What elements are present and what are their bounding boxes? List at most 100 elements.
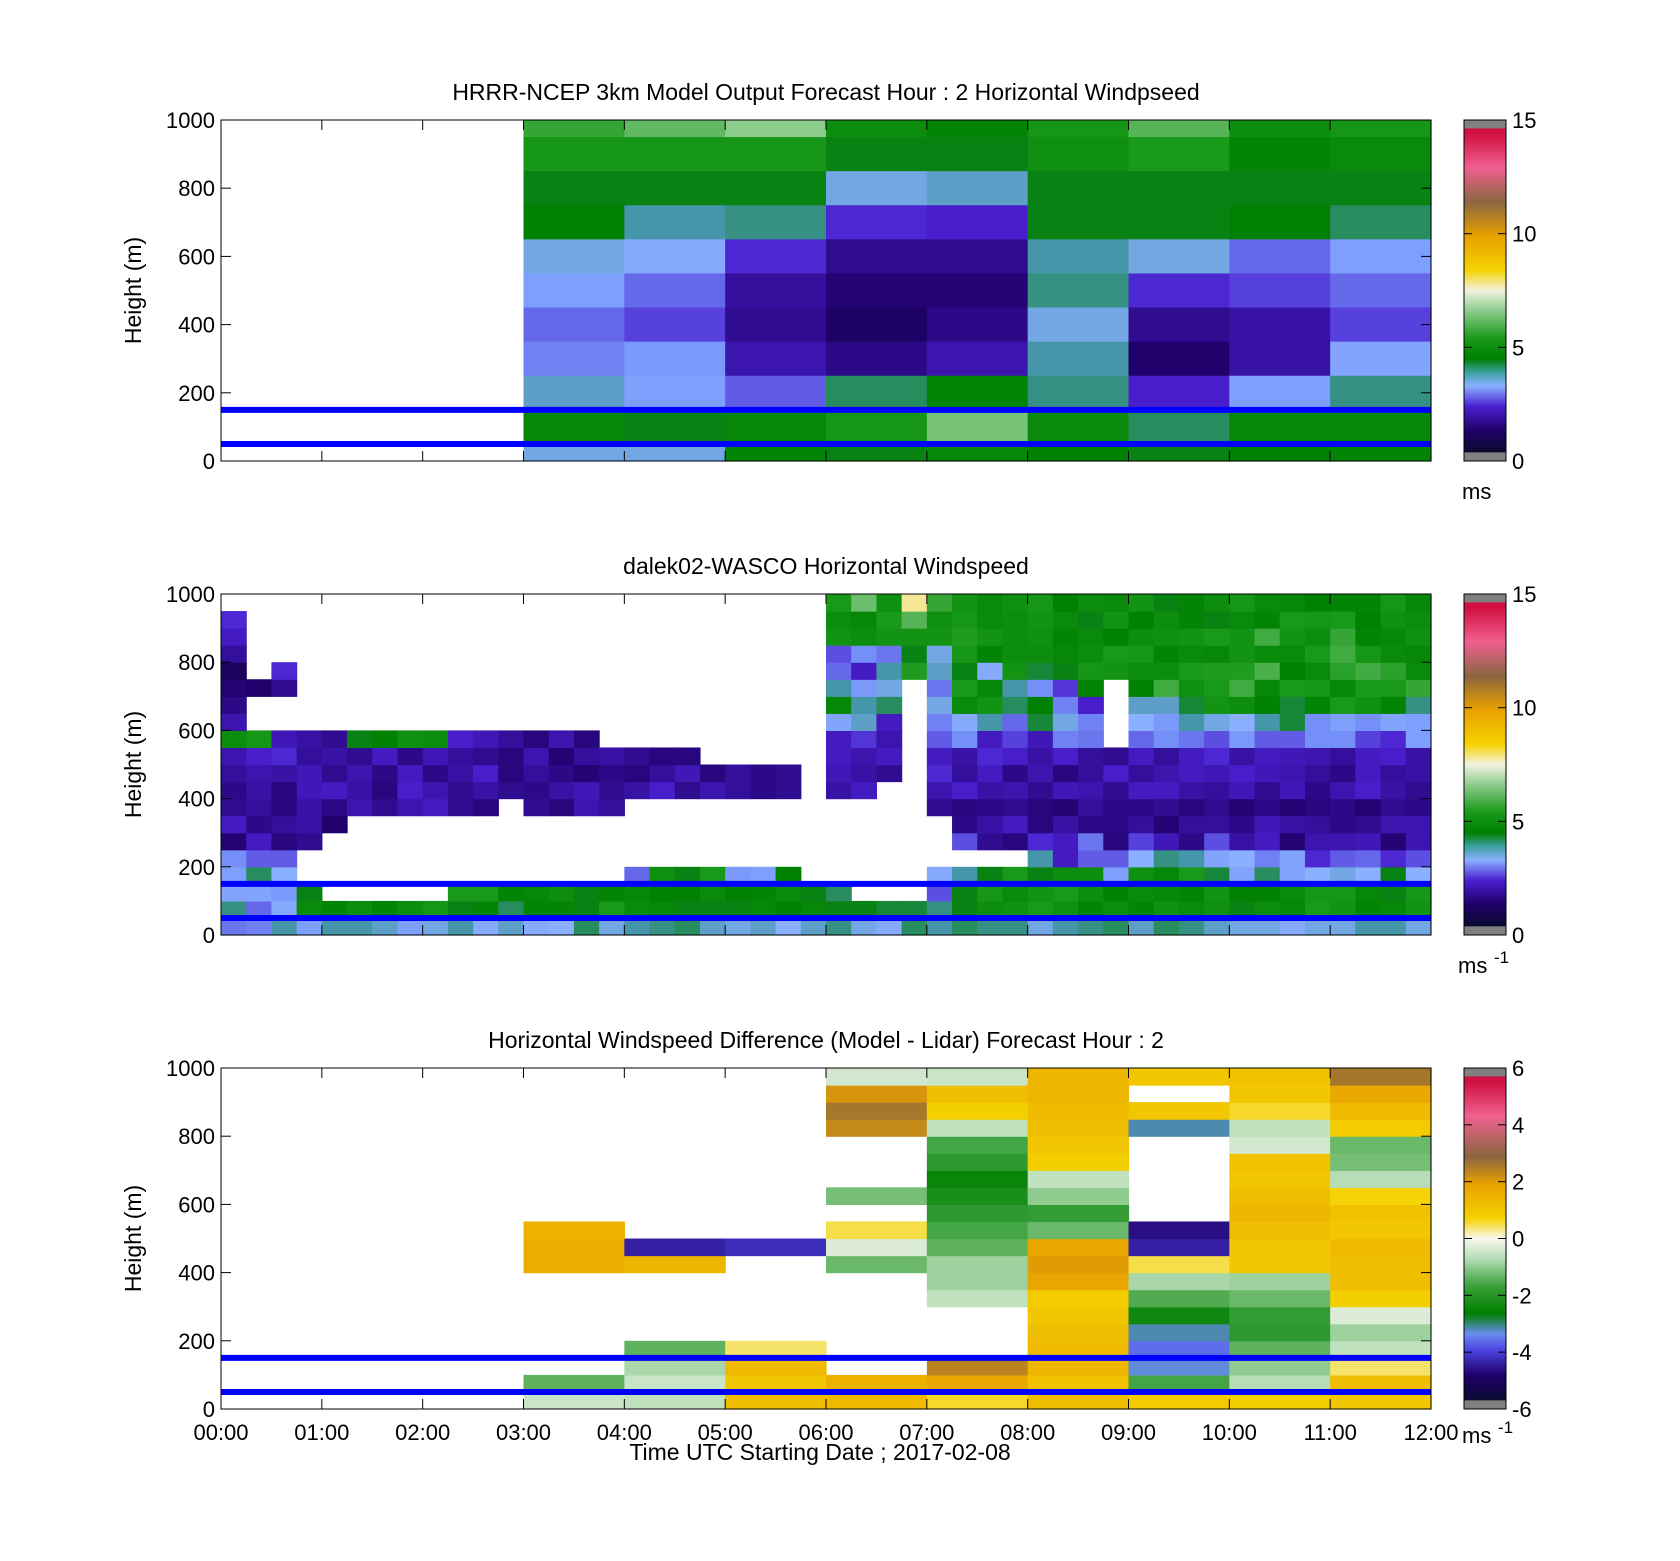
heatmap-cell: [1330, 781, 1356, 800]
heatmap-cell: [826, 645, 852, 663]
heatmap-cell: [1380, 883, 1407, 902]
heatmap-cell: [851, 628, 878, 646]
heatmap-cell: [1229, 1102, 1331, 1120]
heatmap-cell: [926, 375, 1029, 411]
heatmap-cell: [599, 781, 625, 800]
heatmap-cell: [1078, 713, 1104, 731]
heatmap-cell: [624, 443, 726, 462]
heatmap-cell: [725, 764, 751, 783]
colorbar-tick-label: 6: [1512, 1056, 1524, 1081]
heatmap-cell: [1103, 815, 1130, 834]
y-tick-label: 400: [178, 313, 215, 338]
heatmap-cell: [1254, 764, 1281, 783]
colorbar-tick-label: 5: [1512, 335, 1524, 360]
heatmap-cell: [523, 781, 550, 800]
heatmap-cell: [851, 679, 878, 697]
panel-diff: 00:00 01:00 02:00 03:00 04:00 05:00 06:00 07:00…: [120, 1027, 1532, 1448]
heatmap-cell: [1178, 594, 1205, 612]
heatmap-cell: [1405, 594, 1432, 612]
heatmap-cell: [1330, 1340, 1432, 1359]
heatmap-cell: [1229, 1221, 1331, 1240]
heatmap-cell: [1229, 1374, 1331, 1393]
heatmap-cell: [1330, 849, 1356, 868]
heatmap-cell: [1405, 730, 1432, 749]
heatmap-cell: [826, 409, 928, 445]
heatmap-cell: [1380, 798, 1407, 817]
heatmap-cell: [977, 645, 1004, 663]
heatmap-cell: [851, 713, 878, 731]
heatmap-cell: [826, 273, 928, 309]
heatmap-cell: [952, 832, 978, 851]
heatmap-cell: [1229, 1136, 1331, 1154]
heatmap-cell: [1380, 611, 1407, 629]
heatmap-cell: [1178, 747, 1205, 766]
heatmap-cell: [1178, 662, 1205, 680]
heatmap-cell: [1229, 273, 1331, 309]
heatmap-cell: [750, 883, 777, 902]
heatmap-cell: [1078, 832, 1104, 851]
heatmap-cell: [826, 917, 852, 936]
heatmap-cell: [977, 815, 1004, 834]
heatmap-cell: [1229, 1238, 1331, 1257]
heatmap-cell: [296, 781, 323, 800]
heatmap-cell: [1304, 645, 1331, 663]
heatmap-cell: [246, 679, 273, 697]
heatmap-cell: [926, 1170, 1029, 1188]
heatmap-cell: [1103, 798, 1130, 817]
heatmap-cell: [926, 917, 953, 936]
heatmap-cell: [1128, 1374, 1230, 1393]
heatmap-cell: [926, 730, 953, 749]
heatmap-cell: [221, 764, 247, 783]
heatmap-cell: [725, 307, 827, 343]
heatmap-cell: [674, 883, 701, 902]
heatmap-cell: [1002, 628, 1029, 646]
heatmap-cell: [321, 798, 348, 817]
heatmap-cell: [1178, 696, 1205, 714]
heatmap-cell: [674, 764, 701, 783]
heatmap-cell: [1330, 409, 1432, 445]
heatmap-cell: [372, 730, 399, 749]
x-tick-label: 07:00: [899, 1420, 954, 1445]
heatmap-cell: [926, 1136, 1029, 1154]
heatmap-cell: [246, 730, 273, 749]
heatmap-cell: [548, 781, 575, 800]
colorbar-tick-label: 2: [1512, 1170, 1524, 1195]
heatmap-cell: [1002, 900, 1029, 919]
heatmap-cell: [271, 917, 298, 936]
heatmap-cell: [1330, 443, 1432, 462]
heatmap-cell: [826, 1068, 928, 1086]
heatmap-cell: [1229, 1391, 1331, 1410]
heatmap-cell: [1128, 713, 1155, 731]
heatmap-cell: [826, 747, 852, 766]
x-tick-label: 01:00: [294, 1420, 349, 1445]
heatmap-cell: [926, 900, 953, 919]
heatmap-cell: [1330, 1221, 1432, 1240]
colorbar-tick-label: 0: [1512, 1227, 1524, 1252]
heatmap-cell: [1078, 594, 1104, 612]
heatmap-cell: [1330, 815, 1356, 834]
heatmap-cell: [347, 917, 373, 936]
heatmap-cell: [624, 1255, 726, 1274]
heatmap-cell: [1153, 662, 1180, 680]
y-tick-label: 400: [178, 787, 215, 812]
heatmap-cell: [246, 900, 273, 919]
heatmap-cell: [1204, 832, 1230, 851]
heatmap-cell: [1078, 730, 1104, 749]
heatmap-cell: [473, 883, 499, 902]
heatmap-cell: [1153, 781, 1180, 800]
heatmap-cell: [1178, 645, 1205, 663]
heatmap-cell: [498, 900, 525, 919]
heatmap-cell: [952, 696, 978, 714]
heatmap-cell: [926, 137, 1029, 172]
heatmap-cell: [725, 120, 827, 138]
heatmap-cell: [1279, 900, 1306, 919]
heatmap-cell: [397, 900, 424, 919]
heatmap-cell: [1027, 205, 1130, 240]
heatmap-cell: [1380, 849, 1407, 868]
heatmap-cell: [548, 764, 575, 783]
heatmap-cell: [1330, 1119, 1432, 1137]
colorbar-unit-label: ms: [1462, 1423, 1491, 1448]
heatmap-cell: [826, 628, 852, 646]
heatmap-cell: [1052, 866, 1079, 885]
heatmap-cell: [523, 1391, 625, 1410]
